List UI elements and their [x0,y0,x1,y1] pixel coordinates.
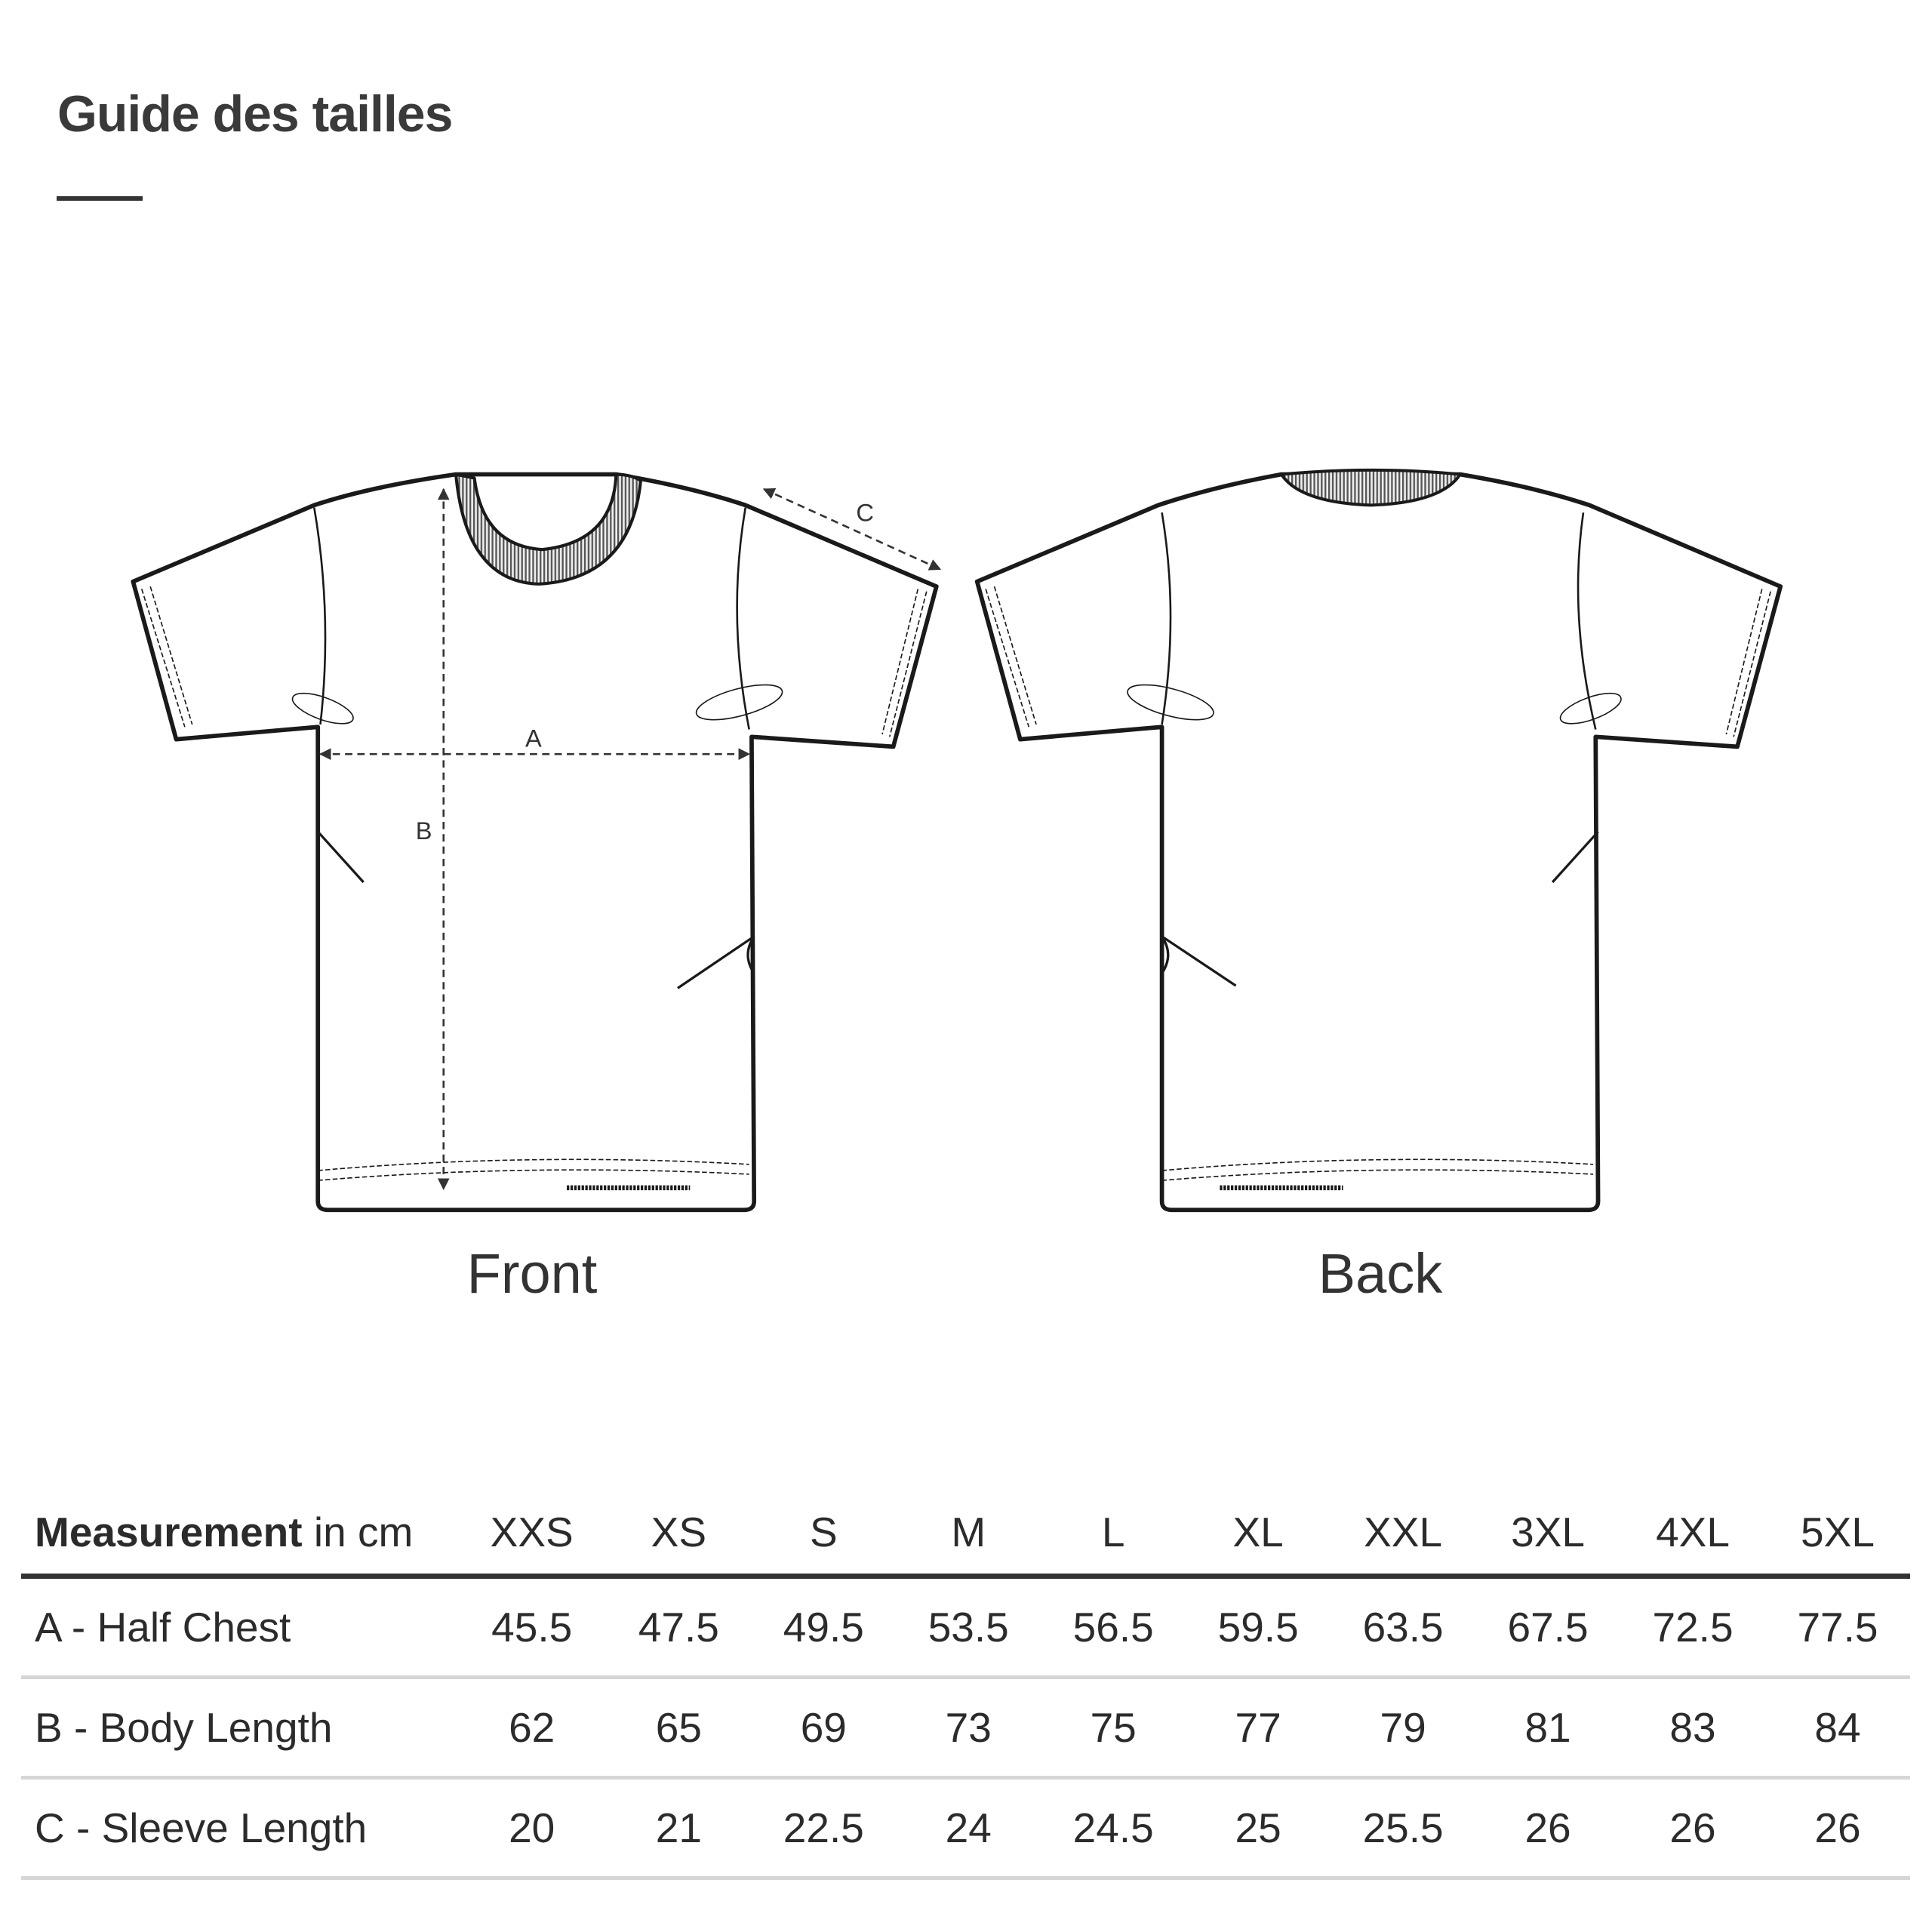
table-row: A - Half Chest 45.5 47.5 49.5 53.5 56.5 59.5 63… [21,1577,1910,1678]
size-header: 5XL [1801,1509,1875,1555]
cell-value: 63.5 [1362,1604,1444,1651]
size-header: XXL [1364,1509,1443,1555]
cell-value: 59.5 [1217,1604,1299,1651]
cell-value: 24 [945,1804,992,1851]
size-header: 4XL [1656,1509,1730,1555]
cell-value: 79 [1380,1704,1426,1751]
size-header: XL [1232,1509,1284,1555]
back-collar [1279,468,1462,507]
back-outline [974,472,1783,1213]
size-header: L [1101,1509,1125,1555]
row-label: A - Half Chest [35,1604,291,1651]
size-header: XXS [490,1509,574,1555]
cell-value: 25.5 [1362,1804,1444,1851]
cell-value: 69 [800,1704,847,1751]
cell-value: 49.5 [783,1604,864,1651]
cell-value: 20 [509,1804,555,1851]
header-bold: Measurement [35,1509,303,1555]
cell-value: 84 [1814,1704,1861,1751]
table-row: C - Sleeve Length 20 21 22.5 24 24.5 25 25.5 26 2… [21,1778,1910,1878]
cell-value: 81 [1524,1704,1571,1751]
size-header: 3XL [1511,1509,1585,1555]
cell-value: 72.5 [1652,1604,1734,1651]
size-header: M [951,1509,986,1555]
cell-value: 47.5 [638,1604,719,1651]
cell-value: 24.5 [1072,1804,1154,1851]
front-label: Front [466,1242,598,1305]
front-tshirt [131,472,939,1213]
cell-value: 73 [945,1704,992,1751]
size-header: S [809,1509,838,1555]
back-tshirt [974,468,1783,1213]
label-a: A [525,724,542,752]
cell-value: 67.5 [1507,1604,1589,1651]
cell-value: 53.5 [928,1604,1009,1651]
cell-value: 83 [1669,1704,1716,1751]
measurement-arrows [318,488,942,1191]
cell-value: 56.5 [1072,1604,1154,1651]
cell-value: 22.5 [783,1804,864,1851]
page-title: Guide des tailles [57,85,453,143]
cell-value: 77.5 [1797,1604,1878,1651]
size-table: Measurement in cm XXS XS S M L XL XXL 3X… [21,1491,1910,1880]
cell-value: 45.5 [491,1604,573,1651]
header-measurement: Measurement in cm [21,1491,457,1577]
label-c: C [856,499,874,527]
cell-value: 25 [1235,1804,1281,1851]
arrow-c [762,488,942,571]
cell-value: 75 [1090,1704,1137,1751]
row-label: B - Body Length [35,1704,333,1751]
row-label: C - Sleeve Length [35,1804,368,1851]
cell-value: 65 [655,1704,702,1751]
header-unit: in cm [302,1509,414,1555]
size-header: XS [651,1509,707,1555]
back-label: Back [1318,1242,1443,1305]
table-row: B - Body Length 62 65 69 73 75 77 79 81 83 84 [21,1678,1910,1778]
front-collar [454,472,643,586]
cell-value: 26 [1524,1804,1571,1851]
cell-value: 77 [1235,1704,1281,1751]
cell-value: 26 [1814,1804,1861,1851]
cell-value: 26 [1669,1804,1716,1851]
cell-value: 21 [655,1804,702,1851]
front-outline [131,472,939,1213]
table-header-row: Measurement in cm XXS XS S M L XL XXL 3X… [21,1491,1910,1577]
title-underline [57,196,143,201]
label-b: B [416,817,432,844]
cell-value: 62 [509,1704,555,1751]
